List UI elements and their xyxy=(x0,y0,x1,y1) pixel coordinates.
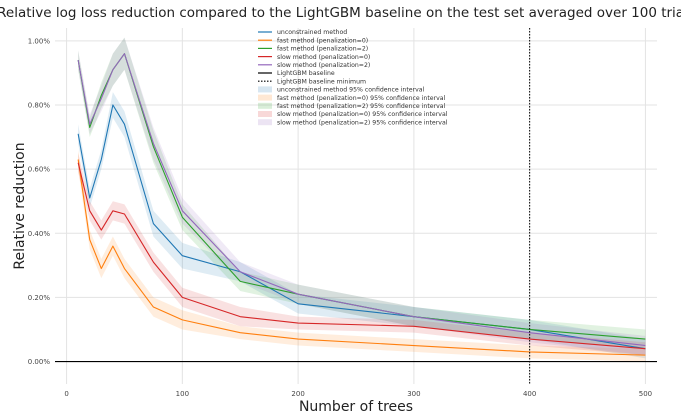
y-tick-label: 0.60% xyxy=(28,166,51,174)
series-line xyxy=(77,53,646,347)
confidence-bands xyxy=(78,37,646,362)
axes: 0 100 200 300 400 500 0.00% 0.20% 0.40% 0.60% 0.80… xyxy=(28,37,652,398)
legend-label: fast method (penalization=2) 95% confide… xyxy=(277,103,446,110)
y-tick-label: 1.00% xyxy=(28,37,51,45)
x-tick-label: 100 xyxy=(176,390,189,398)
x-axis-label: Number of trees xyxy=(299,399,413,415)
x-tick-label: 400 xyxy=(523,390,536,398)
legend-label: fast method (penalization=0) 95% confide… xyxy=(277,95,446,102)
confidence-band xyxy=(78,153,646,356)
x-tick-label: 500 xyxy=(639,390,652,398)
x-tick-label: 300 xyxy=(407,390,420,398)
series-line xyxy=(77,162,646,350)
legend-label: slow method (penalization=2) xyxy=(277,62,370,69)
confidence-band xyxy=(78,92,646,359)
legend-swatch xyxy=(258,111,272,117)
legend-swatch xyxy=(258,86,272,93)
legend-label: unconstrained method xyxy=(277,29,347,36)
x-tick-label: 200 xyxy=(291,390,304,398)
legend-label: unconstrained method 95% confidence inte… xyxy=(277,87,425,94)
legend-label: slow method (penalization=2) 95% confide… xyxy=(277,119,448,126)
legend-label: slow method (penalization=0) xyxy=(277,54,370,61)
x-tick-label: 0 xyxy=(64,390,68,398)
series-line xyxy=(77,159,646,356)
legend-swatch xyxy=(258,102,272,109)
chart-title: Relative log loss reduction compared to … xyxy=(0,5,681,21)
y-tick-label: 0.20% xyxy=(28,294,51,302)
legend-swatch xyxy=(258,119,272,126)
legend-label: fast method (penalization=2) xyxy=(277,46,368,53)
y-tick-label: 0.40% xyxy=(28,230,51,238)
legend-label: LightGBM baseline minimum xyxy=(277,78,366,85)
legend-label: fast method (penalization=0) xyxy=(277,37,368,44)
y-axis-label: Relative reduction xyxy=(12,142,28,269)
legend-label: LightGBM baseline xyxy=(277,70,335,77)
y-tick-label: 0.00% xyxy=(28,358,51,366)
legend-label: slow method (penalization=0) 95% confide… xyxy=(277,111,448,118)
series-lines xyxy=(55,28,657,384)
y-tick-label: 0.80% xyxy=(28,101,51,109)
legend-swatch xyxy=(258,94,272,101)
